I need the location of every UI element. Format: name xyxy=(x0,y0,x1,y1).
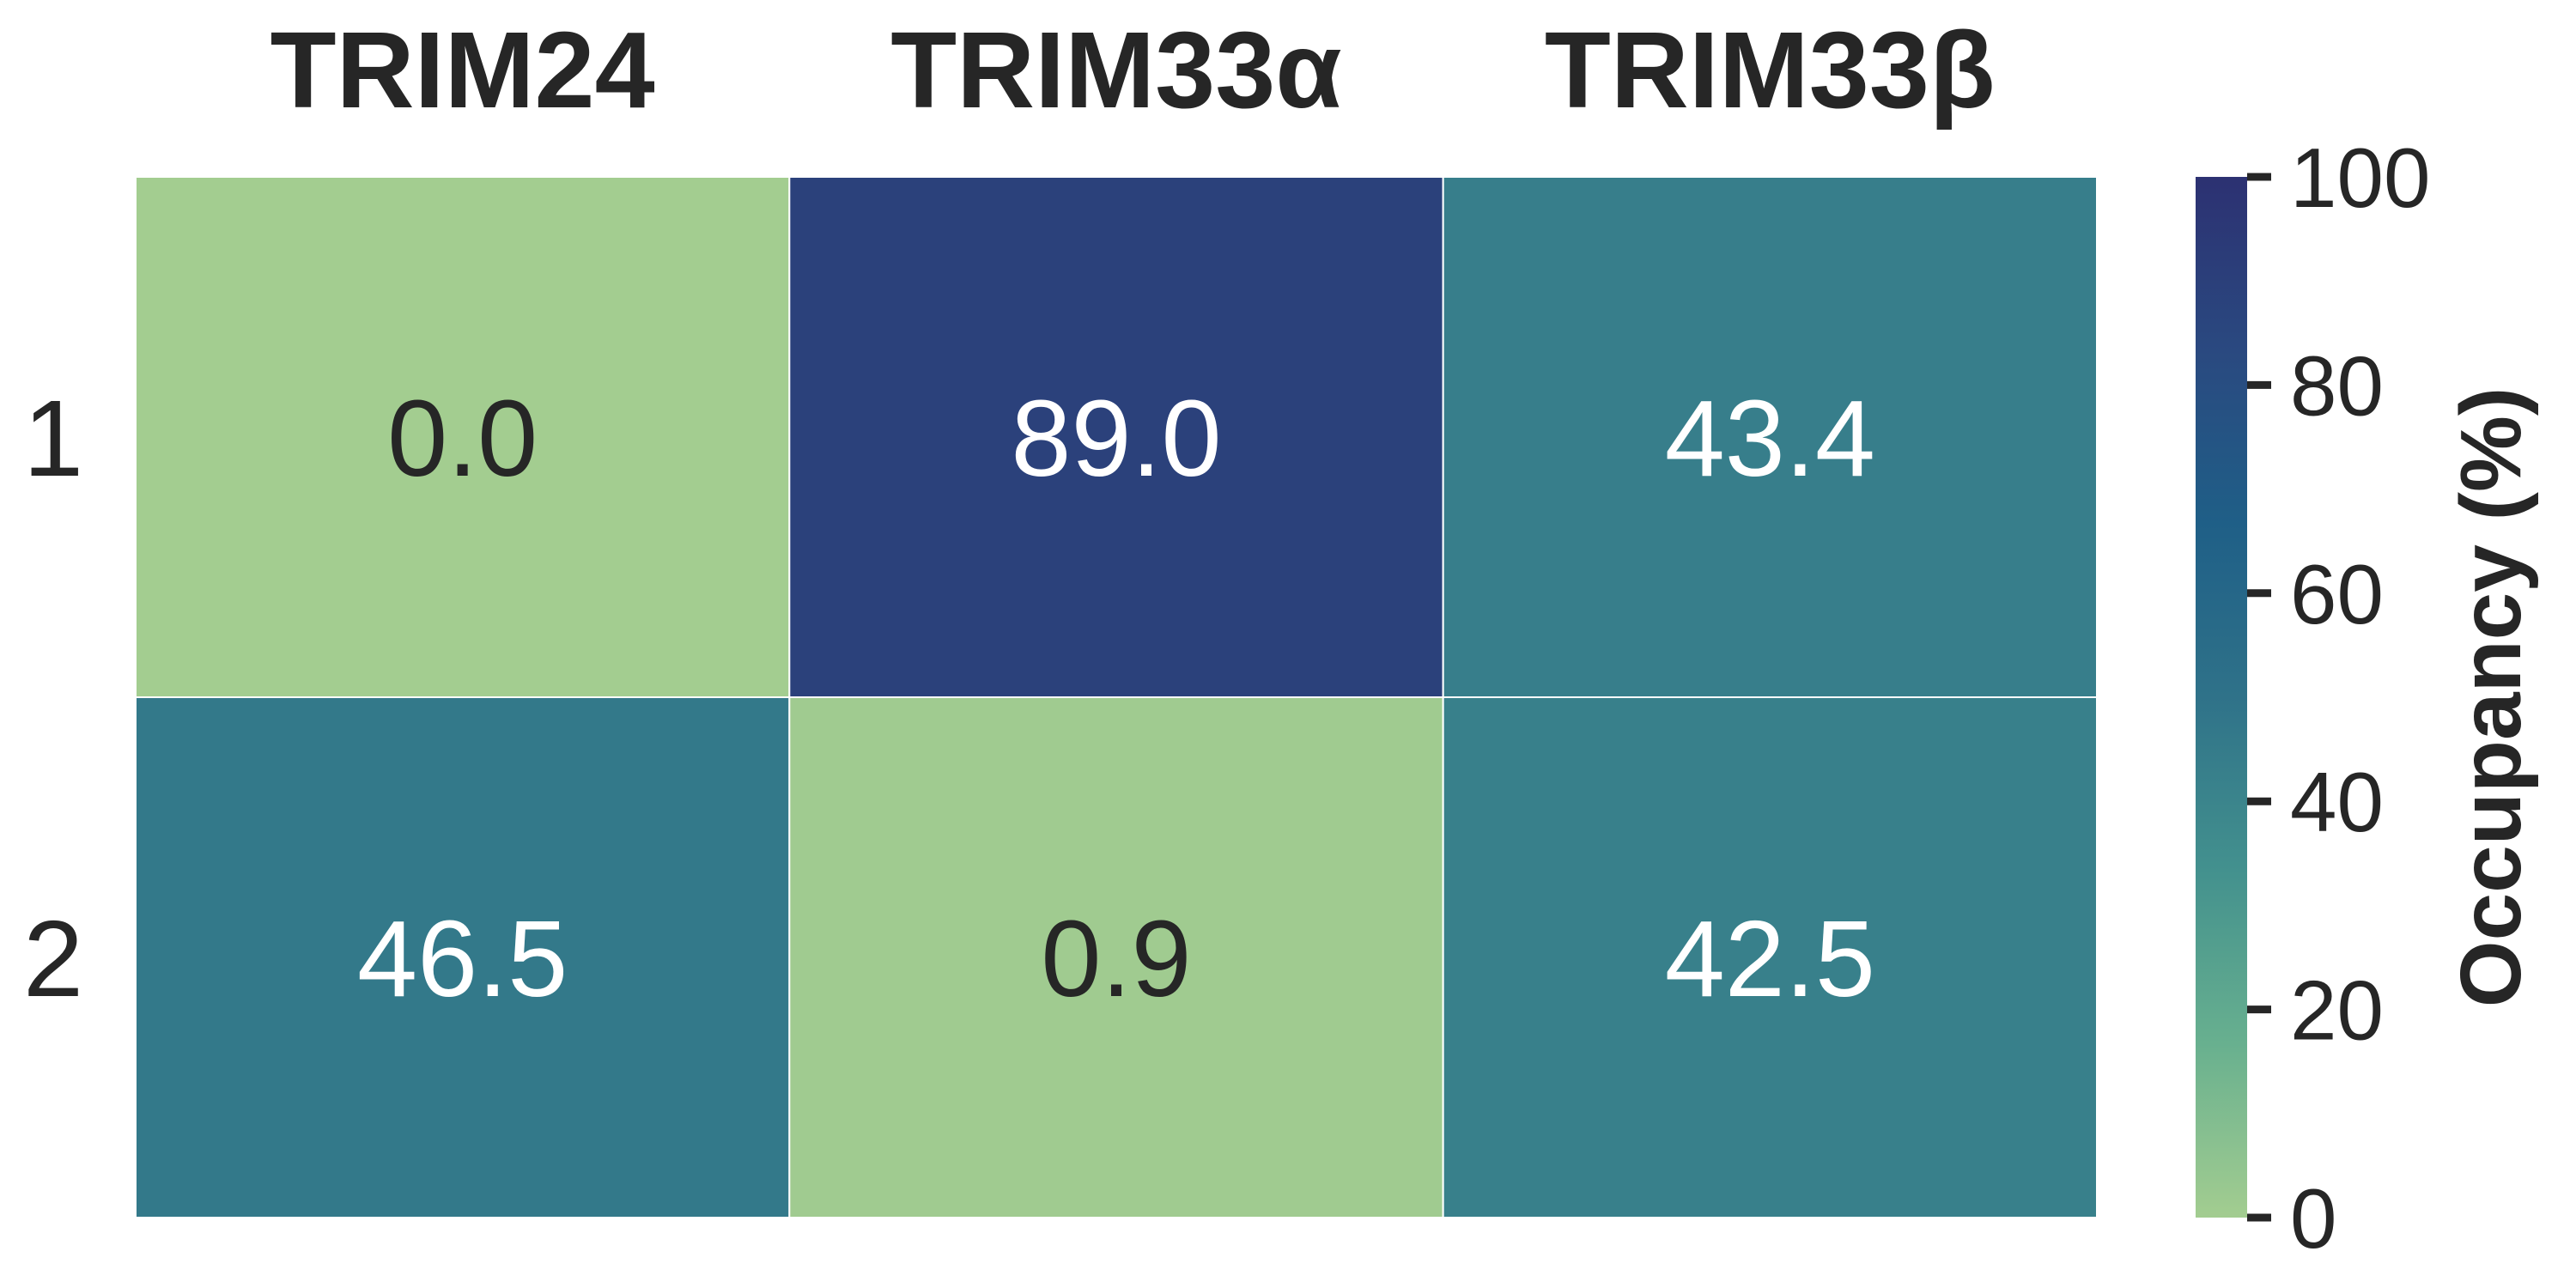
heatmap-cells xyxy=(135,176,2098,1218)
heatmap-cell-annotations: 0.0 89.0 43.4 46.5 0.9 42.5 xyxy=(357,378,1875,1019)
heatmap-cell xyxy=(135,696,791,1218)
colorbar-gradient xyxy=(2196,177,2247,1218)
heatmap-cell xyxy=(788,176,1444,698)
heatmap-cell xyxy=(788,696,1444,1218)
heatmap-cell xyxy=(1442,696,2098,1218)
cell-value-label: 0.0 xyxy=(387,378,538,499)
row-labels: 12 xyxy=(23,378,83,1019)
heatmap-cell xyxy=(135,176,791,698)
cell-value-label: 46.5 xyxy=(357,898,568,1019)
colorbar-label: Occupancy (%) xyxy=(2443,387,2539,1007)
cell-value-label: 42.5 xyxy=(1665,898,1875,1019)
colorbar: 0 20 40 60 80 100 Occupancy (%) xyxy=(2196,131,2539,1266)
row-label: 2 xyxy=(23,898,83,1019)
cell-value-label: 89.0 xyxy=(1011,378,1221,499)
colorbar-ticks: 0 20 40 60 80 100 xyxy=(2247,131,2431,1266)
colorbar-tick-label: 100 xyxy=(2290,131,2431,225)
column-labels: TRIM24 TRIM33α TRIM33β xyxy=(270,9,1996,131)
colorbar-tick-label: 20 xyxy=(2290,963,2384,1058)
row-label: 1 xyxy=(23,378,83,499)
column-label: TRIM33α xyxy=(890,9,1342,131)
heatmap-cell xyxy=(1442,176,2098,698)
cell-value-label: 0.9 xyxy=(1041,898,1191,1019)
colorbar-tick-label: 0 xyxy=(2290,1171,2337,1266)
colorbar-tick-label: 60 xyxy=(2290,547,2384,641)
cell-value-label: 43.4 xyxy=(1665,378,1875,499)
column-label: TRIM33β xyxy=(1545,9,1996,131)
column-label: TRIM24 xyxy=(270,9,655,131)
colorbar-tick-label: 80 xyxy=(2290,338,2384,433)
colorbar-tick-label: 40 xyxy=(2290,755,2384,849)
